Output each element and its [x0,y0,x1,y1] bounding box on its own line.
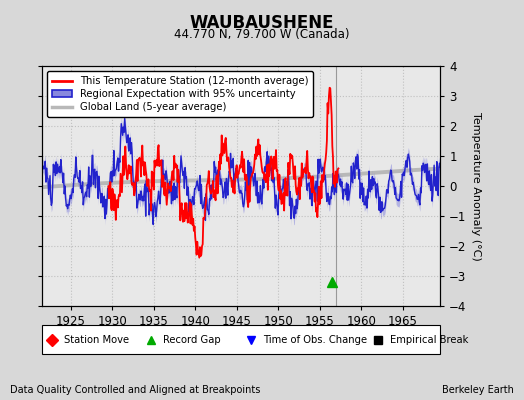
Legend: This Temperature Station (12-month average), Regional Expectation with 95% uncer: This Temperature Station (12-month avera… [47,71,313,117]
Text: Time of Obs. Change: Time of Obs. Change [263,334,367,344]
Text: Record Gap: Record Gap [163,334,221,344]
Text: Data Quality Controlled and Aligned at Breakpoints: Data Quality Controlled and Aligned at B… [10,385,261,395]
Text: Station Move: Station Move [64,334,129,344]
Text: Berkeley Earth: Berkeley Earth [442,385,514,395]
FancyBboxPatch shape [42,325,440,354]
Text: Empirical Break: Empirical Break [390,334,469,344]
Y-axis label: Temperature Anomaly (°C): Temperature Anomaly (°C) [471,112,481,260]
Text: WAUBAUSHENE: WAUBAUSHENE [190,14,334,32]
Text: 44.770 N, 79.700 W (Canada): 44.770 N, 79.700 W (Canada) [174,28,350,41]
